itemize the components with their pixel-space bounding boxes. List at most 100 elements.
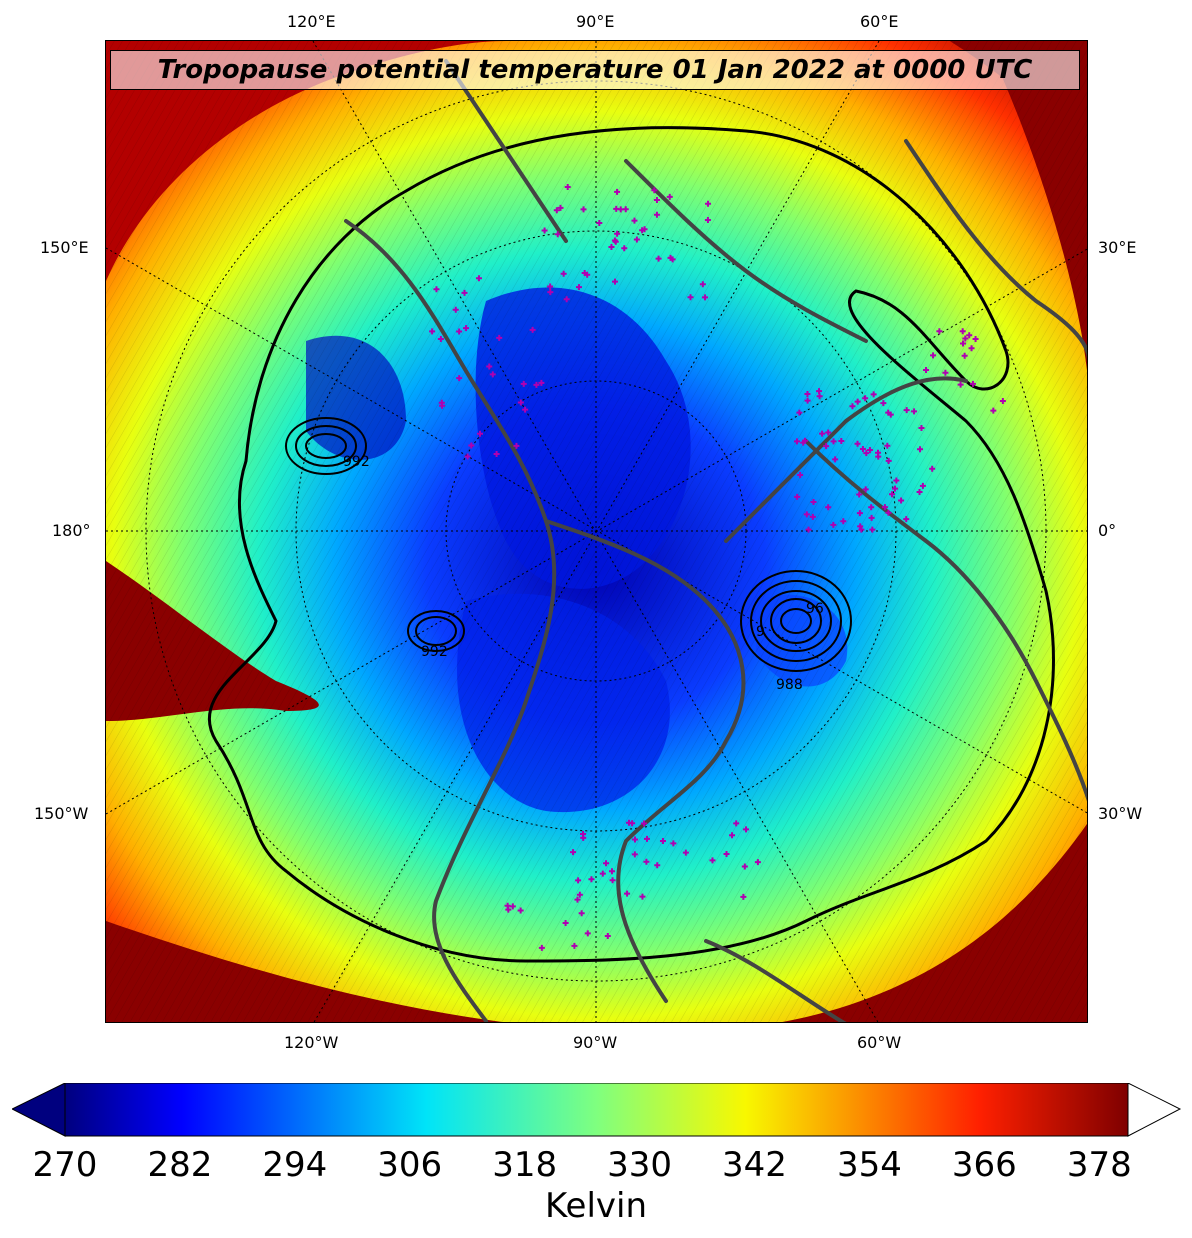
station-marker (464, 453, 471, 460)
station-marker (743, 826, 750, 833)
station-marker (884, 442, 891, 449)
station-marker (489, 371, 496, 378)
station-marker (723, 850, 730, 857)
colorbar-tick-label: 342 (722, 1145, 787, 1185)
station-marker (429, 328, 436, 335)
station-marker (794, 493, 801, 500)
station-marker (805, 526, 812, 533)
station-marker (870, 391, 877, 398)
colorbar (12, 1083, 1182, 1137)
station-marker (704, 216, 711, 223)
station-marker (830, 521, 837, 528)
station-marker (659, 838, 666, 845)
station-marker (622, 206, 629, 213)
station-marker (741, 863, 748, 870)
station-marker (936, 328, 943, 335)
station-marker (699, 281, 706, 288)
station-marker (919, 482, 926, 489)
station-marker (599, 870, 606, 877)
station-marker (614, 188, 621, 195)
map-title: Tropopause potential temperature 01 Jan … (110, 50, 1080, 90)
station-marker (538, 379, 545, 386)
station-marker (476, 430, 483, 437)
station-marker (918, 425, 925, 432)
station-marker (504, 902, 511, 909)
station-marker (564, 184, 571, 191)
lon-label-bottom: 120°W (284, 1033, 339, 1052)
station-marker (563, 296, 570, 303)
station-marker (832, 456, 839, 463)
station-marker (796, 409, 803, 416)
station-marker (529, 326, 536, 333)
colorbar-tick-label: 282 (147, 1145, 213, 1185)
station-marker (959, 328, 966, 335)
station-marker (633, 236, 640, 243)
station-marker (614, 230, 621, 237)
station-marker (804, 397, 811, 404)
station-marker (868, 514, 875, 521)
station-marker (609, 877, 616, 884)
station-marker (968, 345, 975, 352)
station-marker (641, 226, 648, 233)
colorbar-tick-label: 270 (32, 1145, 98, 1185)
station-marker (702, 294, 709, 301)
station-marker (461, 289, 468, 296)
station-marker (903, 407, 910, 414)
lon-label-left: 150°W (34, 804, 89, 823)
station-marker (887, 411, 894, 418)
station-marker (608, 244, 615, 251)
station-marker (570, 849, 577, 856)
station-marker (898, 497, 905, 504)
station-marker (541, 227, 548, 234)
station-marker (733, 820, 740, 827)
station-marker (631, 217, 638, 224)
station-marker (816, 393, 823, 400)
station-marker (969, 380, 976, 387)
colorbar-extend-high (1127, 1083, 1182, 1137)
station-marker (705, 200, 712, 207)
station-marker (825, 504, 832, 511)
lon-label-bottom: 90°W (573, 1033, 618, 1052)
station-marker (804, 390, 811, 397)
station-marker (667, 254, 674, 261)
station-marker (629, 820, 636, 827)
station-marker (838, 438, 845, 445)
station-marker (966, 332, 973, 339)
station-marker (875, 453, 882, 460)
station-marker (866, 447, 873, 454)
station-marker (856, 491, 863, 498)
station-marker (437, 336, 444, 343)
station-marker (520, 380, 527, 387)
lon-label-right: 30°E (1098, 238, 1137, 257)
station-marker (517, 907, 524, 914)
station-marker (880, 400, 887, 407)
colorbar-tick-label: 354 (836, 1145, 902, 1185)
lon-label-left: 150°E (40, 238, 89, 257)
station-marker (581, 269, 588, 276)
station-marker (793, 438, 800, 445)
station-marker (608, 868, 615, 875)
station-marker (574, 896, 581, 903)
station-marker (816, 388, 823, 395)
station-marker (655, 255, 662, 262)
colorbar-title: Kelvin (544, 1186, 648, 1226)
station-marker (803, 511, 810, 518)
contour-label: 96 (806, 601, 824, 617)
station-marker (578, 910, 585, 917)
station-marker (830, 438, 837, 445)
station-marker (854, 440, 861, 447)
station-marker (916, 489, 923, 496)
station-marker (611, 278, 618, 285)
station-marker (631, 851, 638, 858)
station-marker (617, 206, 624, 213)
station-marker (893, 477, 900, 484)
station-marker (911, 408, 918, 415)
station-marker (856, 510, 863, 517)
station-marker (990, 407, 997, 414)
station-marker (823, 443, 830, 450)
tropopause-theta-map: 992 992 96 988 9 (106, 41, 1087, 1022)
colorbar-tick-label: 318 (492, 1145, 558, 1185)
station-marker (972, 335, 979, 342)
station-marker (863, 450, 870, 457)
station-marker (641, 820, 648, 827)
